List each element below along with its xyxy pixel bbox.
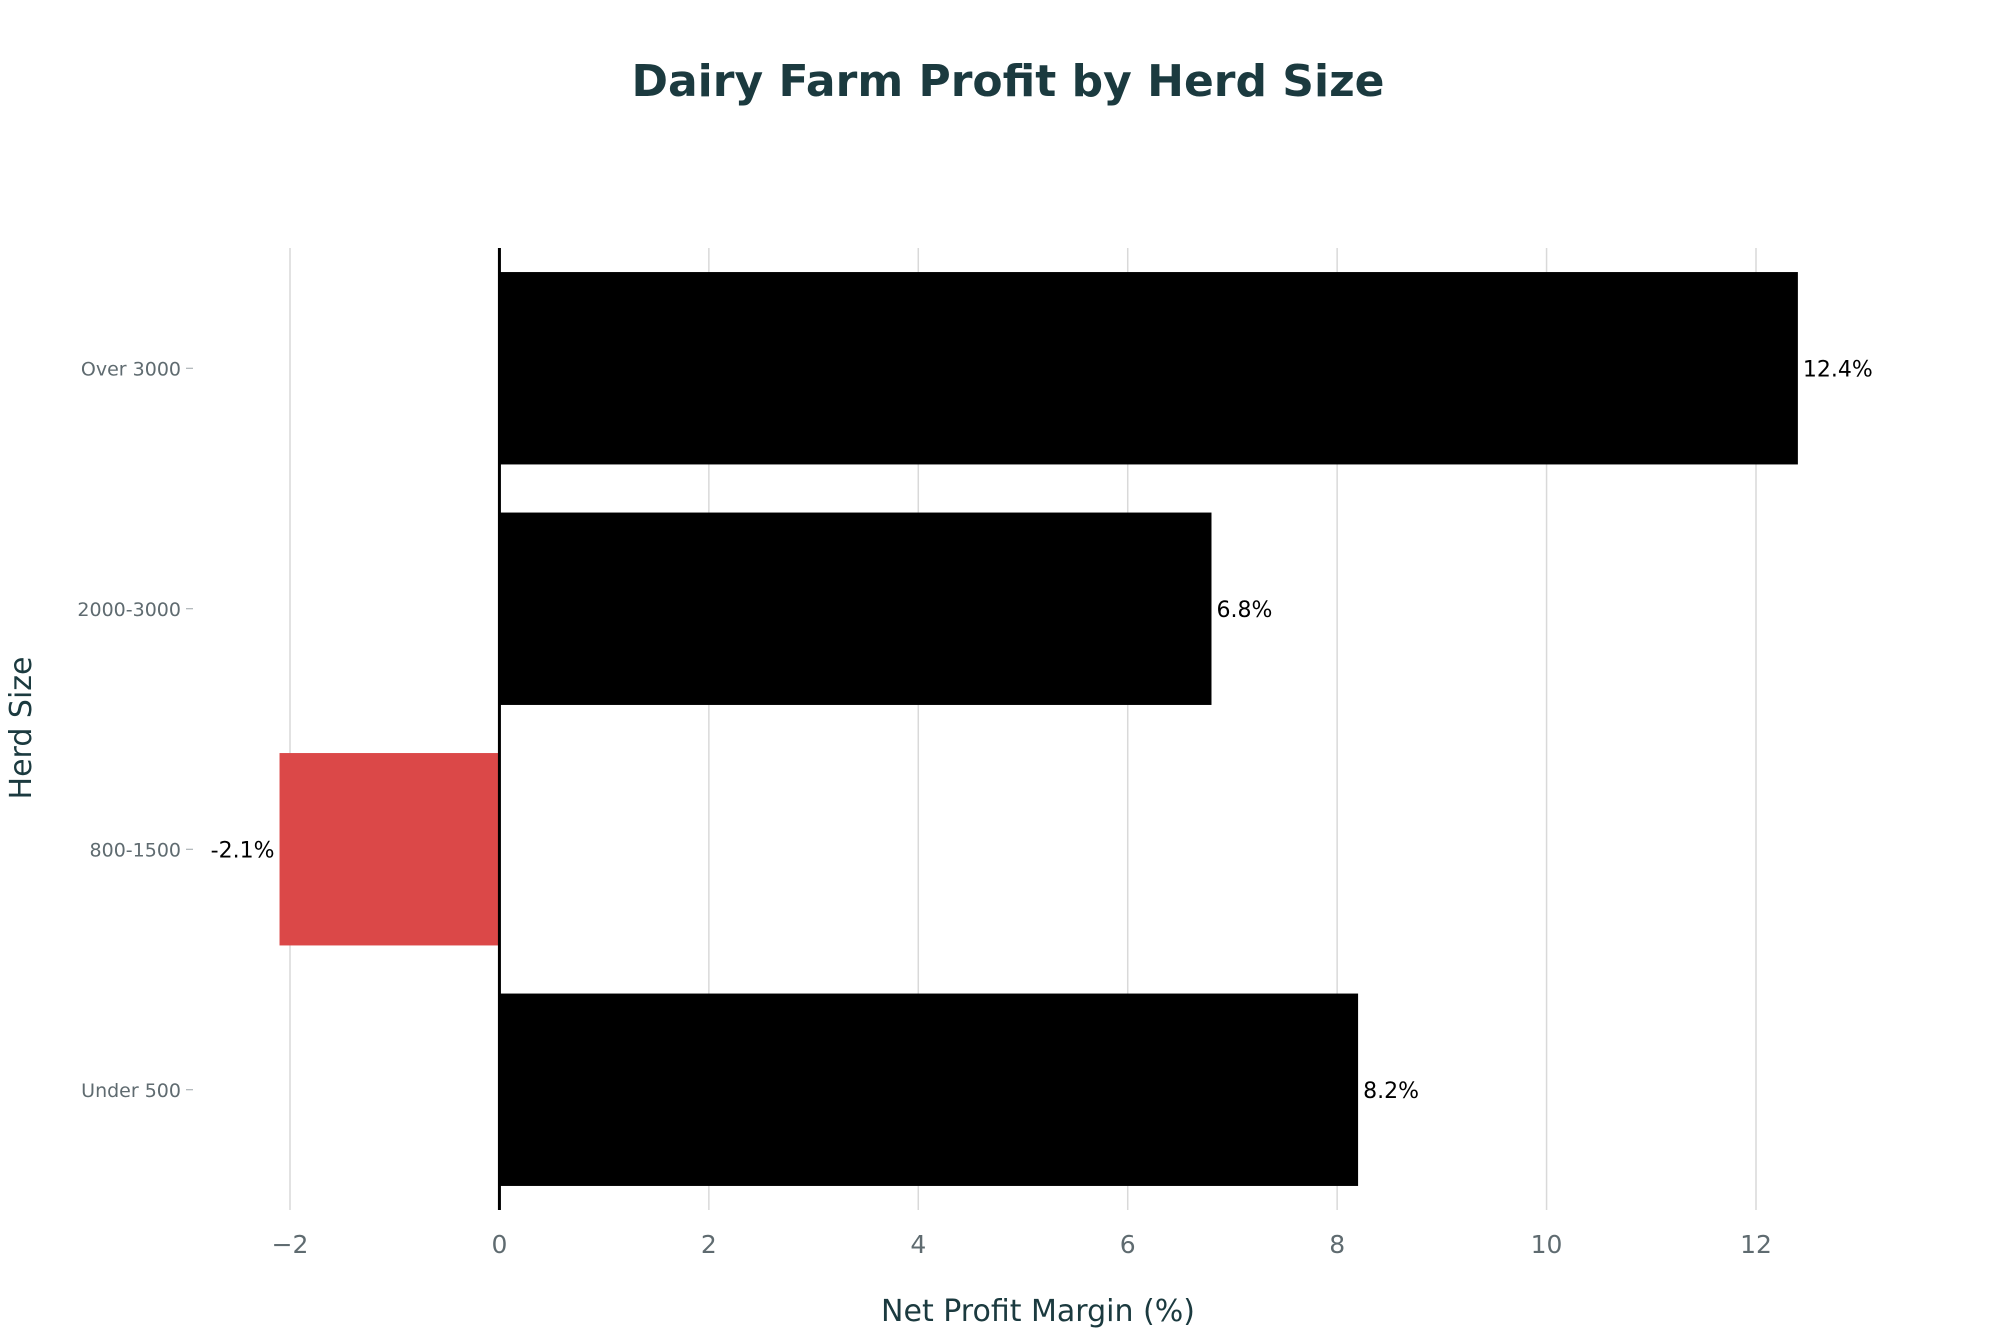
x-axis-title: Net Profit Margin (%) [881, 1294, 1195, 1329]
data-label: 12.4% [1803, 357, 1873, 382]
bars [279, 272, 1798, 1186]
x-tick-label: 0 [491, 1230, 507, 1259]
data-label: -2.1% [211, 838, 275, 863]
y-tick-label: Over 3000 [81, 358, 181, 380]
y-tick-label: 800-1500 [90, 839, 181, 861]
x-tick-label: 2 [701, 1230, 717, 1259]
x-tick-label: −2 [272, 1230, 309, 1259]
bar [499, 512, 1212, 705]
y-tick-label: Under 500 [81, 1080, 181, 1102]
y-tick-label: 2000-3000 [77, 599, 181, 621]
x-tick-label: 8 [1329, 1230, 1345, 1259]
chart-title: Dairy Farm Profit by Herd Size [631, 56, 1384, 107]
y-axis-title: Herd Size [4, 657, 39, 800]
x-tick-label: 4 [910, 1230, 926, 1259]
data-label: 8.2% [1363, 1079, 1419, 1104]
data-labels: 8.2% -2.1% 6.8% 12.4% [211, 357, 1873, 1104]
y-axis-ticks: Under 500 800-1500 2000-3000 Over 3000 [77, 358, 193, 1102]
bar [499, 272, 1798, 465]
x-tick-label: 12 [1740, 1230, 1772, 1259]
bar [499, 993, 1359, 1186]
x-tick-label: 6 [1120, 1230, 1136, 1259]
bar [279, 753, 500, 946]
x-axis-ticks: −2 0 2 4 6 8 10 12 [272, 1230, 1772, 1259]
data-label: 6.8% [1216, 598, 1272, 623]
x-tick-label: 10 [1531, 1230, 1563, 1259]
